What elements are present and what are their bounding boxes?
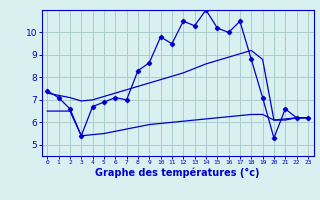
X-axis label: Graphe des températures (°c): Graphe des températures (°c) (95, 168, 260, 178)
